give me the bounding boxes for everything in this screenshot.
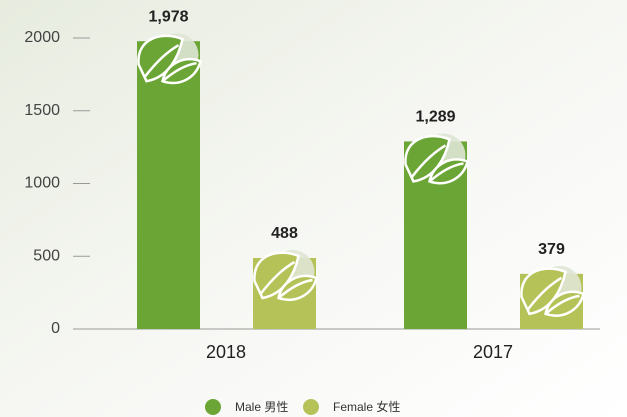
chart: 0 500 1000 1500 2000 2018 1,978 488 2017 1,289 379… [0,0,627,417]
value-label: 1,289 [415,109,455,126]
y-tick-label: 1000 [24,175,60,192]
legend-label: Female 女性 [333,399,400,414]
leaf-icon [405,133,467,183]
y-tick-label: 500 [33,247,60,264]
value-label: 1,978 [148,8,188,25]
legend-marker [303,399,319,415]
x-tick-label: 2018 [206,342,246,362]
background [0,0,627,417]
value-label: 488 [271,225,298,242]
leaf-icon [521,266,583,316]
value-label: 379 [538,241,565,258]
y-tick-label: 0 [51,320,60,337]
y-tick-label: 2000 [24,29,60,46]
bar [137,41,200,329]
legend-marker [205,399,221,415]
leaf-icon [138,33,200,83]
x-tick-label: 2017 [473,342,513,362]
legend-label: Male 男性 [235,400,288,414]
y-tick-label: 1500 [24,102,60,119]
leaf-icon [254,250,316,300]
